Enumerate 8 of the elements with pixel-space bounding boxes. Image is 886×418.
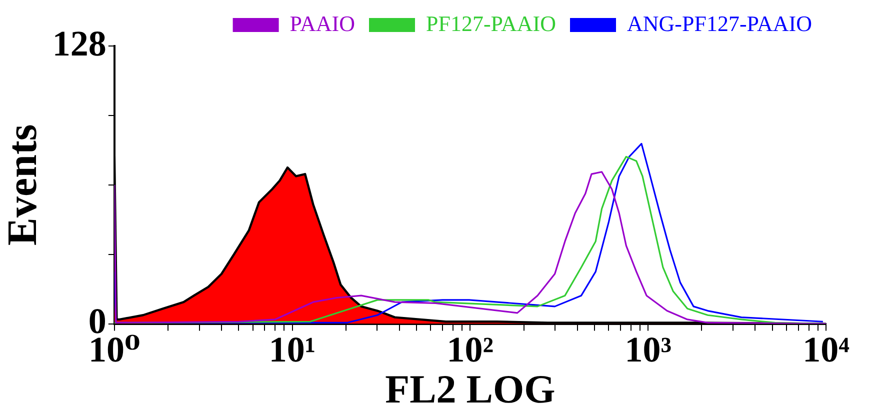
y-axis-title: Events <box>0 124 46 246</box>
x-tick-label: 10³ <box>624 330 672 370</box>
y-tick-label: 128 <box>52 23 106 64</box>
legend-label: PF127-PAAIO <box>426 10 556 36</box>
x-tick-label: 10⁴ <box>802 330 850 370</box>
legend-label: PAAIO <box>290 10 356 36</box>
x-tick-label: 10¹ <box>268 330 316 370</box>
legend-label: ANG-PF127-PAAIO <box>627 10 812 36</box>
